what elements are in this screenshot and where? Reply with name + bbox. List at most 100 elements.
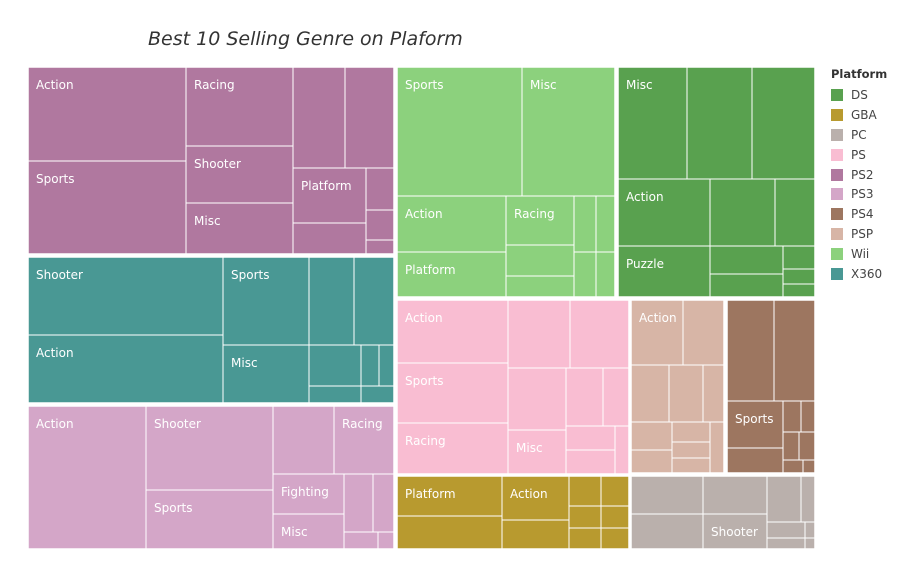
tile-pc-9[interactable] [804,537,816,550]
tile-ps2-11[interactable] [365,239,395,255]
legend-item-ps4[interactable]: PS4 [831,204,887,224]
tile-gba-9[interactable] [600,527,630,550]
tile-ds-9[interactable] [709,273,784,298]
tile-ds-8[interactable] [782,245,816,270]
tile-wii-6[interactable] [396,251,507,298]
tile-gba-4[interactable] [396,515,503,550]
tile-pc-7[interactable] [804,521,816,539]
tile-ds-1[interactable] [686,66,753,180]
tile-ps-9[interactable] [565,425,616,451]
tile-psp-5[interactable] [630,421,673,451]
tile-ps-2[interactable] [569,299,630,369]
tile-x360-5[interactable] [222,344,310,404]
tile-ps-4[interactable] [507,367,567,431]
tile-pc-1[interactable] [702,475,768,515]
tile-ps2-10[interactable] [365,209,395,241]
tile-pc-3[interactable] [800,475,816,523]
tile-ds-11[interactable] [782,283,816,298]
tile-gba-5[interactable] [501,519,570,550]
tile-ps3-0[interactable] [27,405,147,550]
tile-ps2-3[interactable] [344,66,395,169]
tile-ps4-1[interactable] [773,299,816,402]
legend-item-gba[interactable]: GBA [831,105,887,125]
tile-ds-3[interactable] [617,178,711,247]
tile-psp-6[interactable] [630,449,673,474]
tile-x360-9[interactable] [308,385,362,404]
tile-psp-3[interactable] [668,364,704,423]
tile-ps3-3[interactable] [333,405,395,475]
tile-ds-10[interactable] [782,268,816,285]
tile-ps-1[interactable] [507,299,571,369]
tile-x360-7[interactable] [360,344,380,387]
tile-ds-5[interactable] [774,178,816,247]
tile-x360-3[interactable] [353,256,395,346]
tile-ps4-8[interactable] [782,459,804,474]
tile-x360-0[interactable] [27,256,224,336]
tile-x360-2[interactable] [308,256,355,346]
tile-psp-4[interactable] [702,364,725,423]
tile-ps-8[interactable] [507,429,567,475]
tile-ps-6[interactable] [602,367,630,427]
tile-ps2-2[interactable] [292,66,346,169]
tile-ps-5[interactable] [565,367,604,427]
tile-psp-1[interactable] [682,299,725,366]
tile-ps3-8[interactable] [272,513,345,550]
tile-x360-6[interactable] [308,344,362,387]
tile-ps-10[interactable] [565,449,616,475]
tile-ds-2[interactable] [751,66,816,180]
tile-psp-8[interactable] [671,441,711,459]
tile-ps2-5[interactable] [185,145,294,204]
legend-item-ds[interactable]: DS [831,85,887,105]
tile-psp-10[interactable] [709,421,725,474]
tile-pc-6[interactable] [766,521,806,539]
tile-pc-8[interactable] [766,537,806,550]
tile-ps2-8[interactable] [365,167,395,211]
tile-ps-0[interactable] [396,299,509,364]
tile-wii-1[interactable] [521,66,616,197]
tile-ds-7[interactable] [709,245,784,275]
tile-ps4-6[interactable] [782,431,800,461]
tile-ps2-7[interactable] [292,167,367,224]
tile-ps3-2[interactable] [272,405,335,475]
tile-ps-11[interactable] [614,425,630,475]
tile-pc-0[interactable] [630,475,704,515]
legend-item-ps3[interactable]: PS3 [831,184,887,204]
tile-x360-10[interactable] [360,385,395,404]
tile-pc-4[interactable] [630,513,704,550]
tile-ps-7[interactable] [396,422,509,475]
tile-ps3-6[interactable] [343,473,374,533]
tile-ps3-7[interactable] [372,473,395,533]
tile-gba-3[interactable] [600,475,630,507]
tile-ds-6[interactable] [617,245,711,298]
tile-gba-6[interactable] [568,505,602,529]
tile-wii-8[interactable] [505,275,575,298]
tile-ps2-9[interactable] [292,222,367,255]
tile-wii-9[interactable] [573,251,597,298]
tile-ds-4[interactable] [709,178,776,247]
legend-item-psp[interactable]: PSP [831,224,887,244]
legend-item-x360[interactable]: X360 [831,264,887,284]
tile-ps4-0[interactable] [726,299,775,402]
tile-gba-7[interactable] [600,505,630,529]
tile-ps4-4[interactable] [800,400,816,433]
tile-ps4-3[interactable] [782,400,802,433]
legend-item-pc[interactable]: PC [831,125,887,145]
tile-psp-2[interactable] [630,364,670,423]
tile-x360-8[interactable] [378,344,395,387]
tile-psp-7[interactable] [671,421,711,443]
tile-wii-2[interactable] [396,195,507,253]
tile-psp-0[interactable] [630,299,684,366]
tile-ps3-9[interactable] [343,531,379,550]
tile-wii-4[interactable] [573,195,597,253]
tile-ps-3[interactable] [396,362,509,424]
tile-wii-3[interactable] [505,195,575,246]
tile-ps4-7[interactable] [798,431,816,461]
tile-ps3-10[interactable] [377,531,395,550]
legend-item-ps[interactable]: PS [831,145,887,165]
tile-ps3-4[interactable] [145,489,274,550]
tile-wii-10[interactable] [595,251,616,298]
legend-item-ps2[interactable]: PS2 [831,165,887,185]
tile-ps4-5[interactable] [726,447,784,474]
tile-pc-2[interactable] [766,475,802,523]
tile-ps2-6[interactable] [185,202,294,255]
